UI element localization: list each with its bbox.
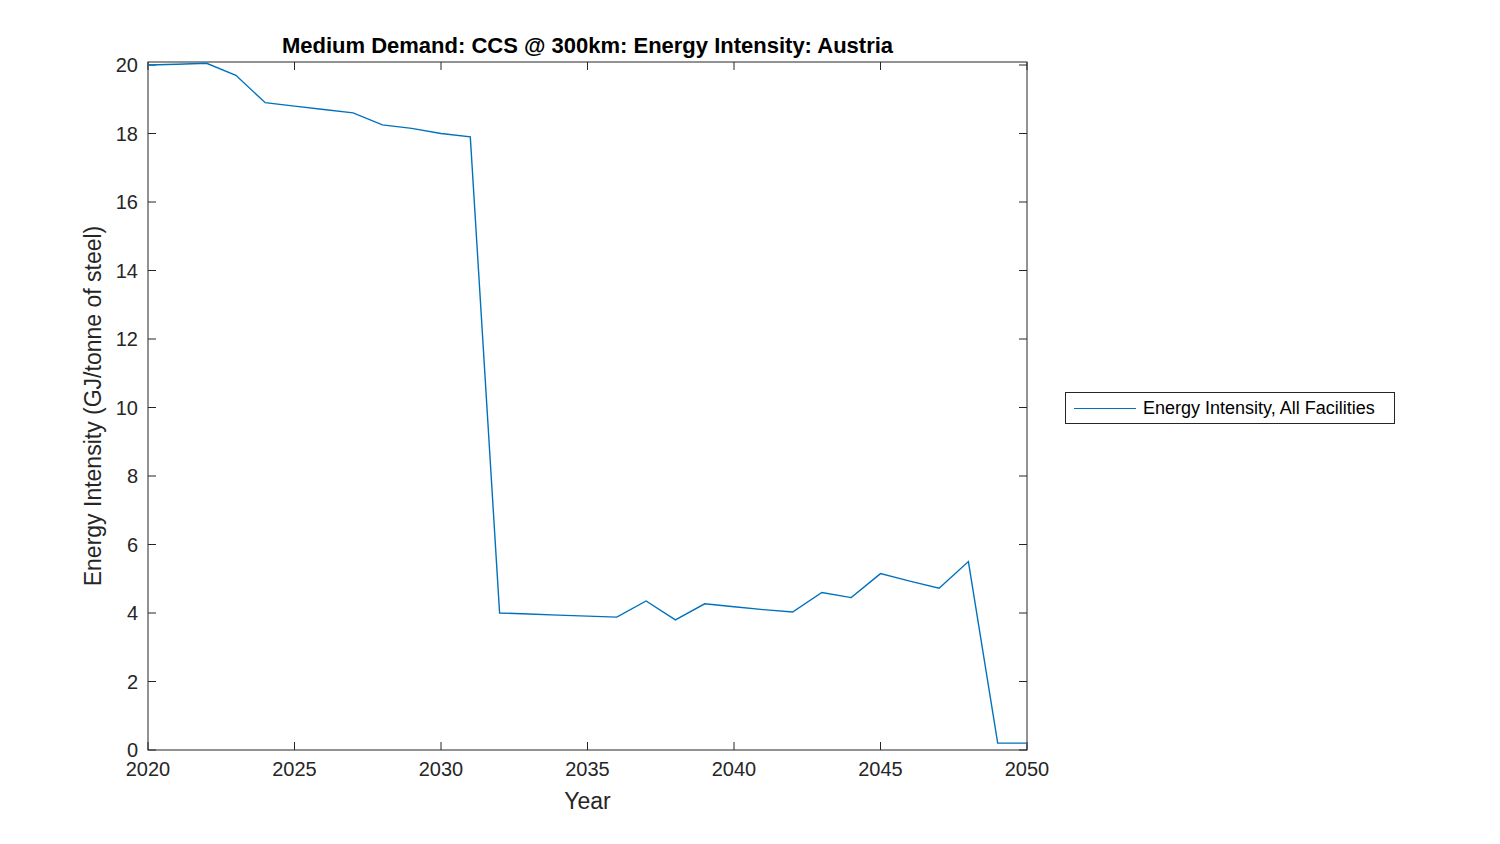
y-tick-label: 10 bbox=[116, 397, 138, 419]
x-tick-label: 2035 bbox=[565, 758, 610, 780]
y-tick-label: 14 bbox=[116, 260, 138, 282]
x-tick-label: 2020 bbox=[126, 758, 171, 780]
x-tick-label: 2045 bbox=[858, 758, 903, 780]
y-tick-label: 4 bbox=[127, 602, 138, 624]
y-tick-label: 2 bbox=[127, 671, 138, 693]
x-tick-label: 2030 bbox=[419, 758, 464, 780]
y-axis-label: Energy Intensity (GJ/tonne of steel) bbox=[80, 226, 107, 587]
chart-title: Medium Demand: CCS @ 300km: Energy Inten… bbox=[148, 33, 1027, 59]
figure-canvas: 2020 2025 2030 2035 2040 2045 2050 0 2 4 6 8 10 12 14 1… bbox=[0, 0, 1500, 844]
y-tick-label: 12 bbox=[116, 328, 138, 350]
x-tick-label: 2025 bbox=[272, 758, 317, 780]
energy-intensity-line bbox=[148, 63, 1027, 743]
y-tick-label: 8 bbox=[127, 465, 138, 487]
axes-box bbox=[148, 62, 1027, 750]
y-tick-label: 0 bbox=[127, 739, 138, 761]
legend-line-sample bbox=[1074, 408, 1136, 409]
y-tick-label: 18 bbox=[116, 123, 138, 145]
x-axis-label: Year bbox=[148, 788, 1027, 815]
legend-label: Energy Intensity, All Facilities bbox=[1143, 398, 1375, 419]
y-tick-label: 6 bbox=[127, 534, 138, 556]
x-tick-label: 2040 bbox=[712, 758, 757, 780]
y-tick-label: 16 bbox=[116, 191, 138, 213]
x-tick-label: 2050 bbox=[1005, 758, 1050, 780]
y-tick-label: 20 bbox=[116, 54, 138, 76]
legend: Energy Intensity, All Facilities bbox=[1065, 392, 1395, 424]
